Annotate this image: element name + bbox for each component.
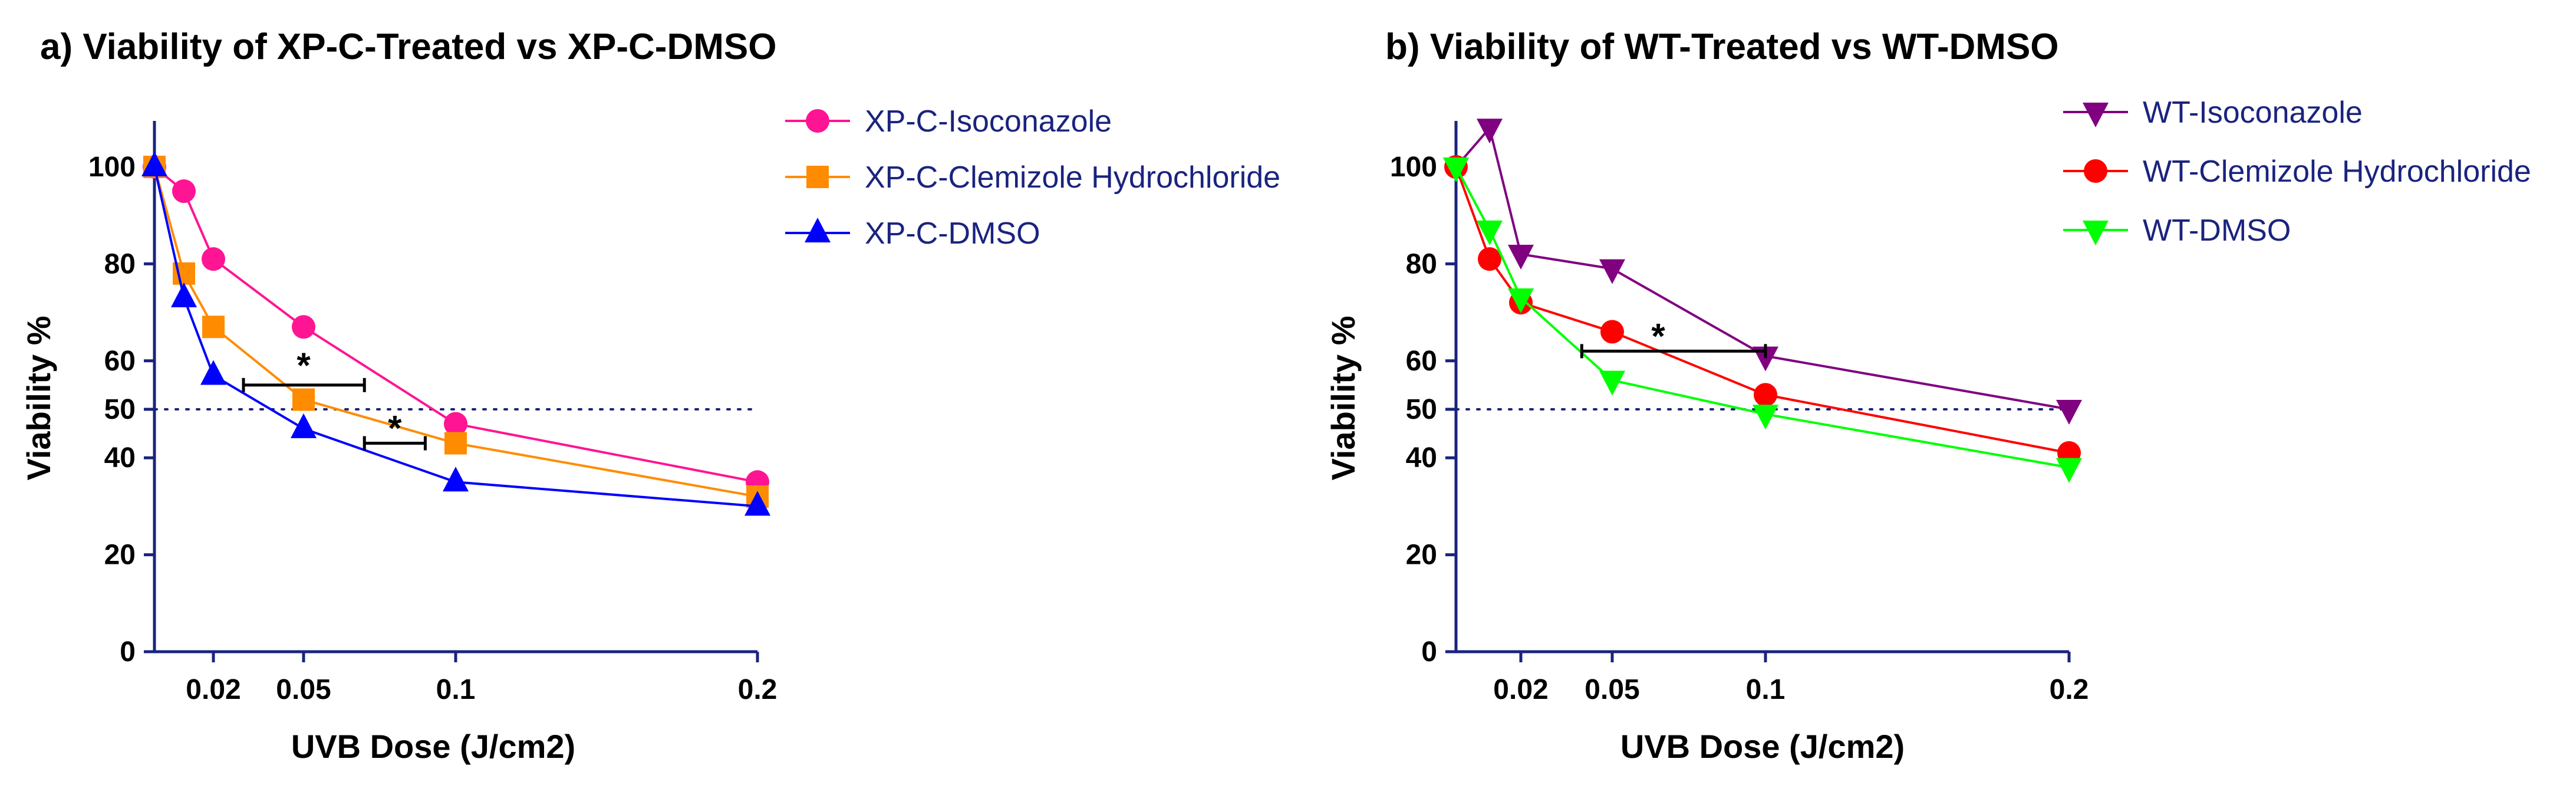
series-line-wt-isoconazole: [1455, 126, 2070, 410]
legend-label-wt-dmso: WT-DMSO: [2143, 214, 2291, 248]
data-point-xp-c-clemizole-hydrochloride-3: [292, 388, 315, 411]
legend-label-xp-c-dmso: XP-C-DMSO: [865, 216, 1040, 251]
panel-b: b) Viability of WT-Treated vs WT-DMSO 0 20…: [1325, 27, 2531, 765]
y-tick-label-a-20: 20: [104, 540, 136, 571]
x-tick-label-a-0-2: 0.2: [738, 674, 778, 705]
legend-marker-wt-isoconazole: [2083, 103, 2109, 127]
data-point-xp-c-dmso-0: [141, 152, 167, 176]
significance-star-a-1: *: [388, 409, 402, 448]
data-point-wt-isoconazole-2: [1508, 244, 1534, 270]
y-tick-label-b-60: 60: [1406, 346, 1437, 377]
x-tick-label-b-0-2: 0.2: [2050, 674, 2089, 705]
series-line-wt-dmso: [1455, 166, 2070, 469]
data-point-wt-clemizole-hydrochloride-3: [1600, 320, 1624, 344]
y-tick-label-a-100: 100: [88, 152, 136, 183]
legend-marker-wt-clemizole-hydrochloride: [2084, 159, 2107, 183]
y-tick-label-b-20: 20: [1406, 540, 1437, 571]
x-tick-label-b-0-1: 0.1: [1746, 674, 1786, 705]
data-point-wt-dmso-3: [1599, 370, 1625, 396]
data-point-wt-isoconazole-5: [2056, 400, 2082, 425]
data-point-wt-isoconazole-1: [1477, 119, 1503, 144]
data-point-xp-c-isoconazole-4: [444, 412, 467, 436]
legend-marker-wt-dmso: [2083, 221, 2109, 245]
data-point-wt-dmso-0: [1443, 157, 1469, 182]
data-point-wt-dmso-1: [1477, 220, 1503, 245]
data-point-xp-c-dmso-4: [443, 467, 469, 492]
data-point-xp-c-isoconazole-1: [172, 179, 196, 203]
chart-title-a: a) Viability of XP-C-Treated vs XP-C-DMS…: [40, 27, 776, 67]
data-point-xp-c-dmso-5: [745, 491, 770, 516]
legend-label-xp-c-isoconazole: XP-C-Isoconazole: [865, 104, 1112, 139]
y-tick-label-b-50: 50: [1406, 394, 1437, 425]
data-point-wt-clemizole-hydrochloride-4: [1754, 383, 1777, 407]
legend-marker-xp-c-clemizole-hydrochloride: [806, 166, 829, 188]
y-tick-label-a-60: 60: [104, 346, 136, 377]
y-tick-label-b-40: 40: [1406, 442, 1437, 474]
y-tick-label-b-80: 80: [1406, 248, 1437, 280]
y-axis-label-b: Viability %: [1325, 316, 1362, 480]
data-point-xp-c-dmso-3: [291, 413, 317, 438]
legend-marker-xp-c-dmso: [805, 218, 831, 242]
significance-star-b-0: *: [1651, 316, 1665, 356]
data-point-wt-dmso-4: [1753, 405, 1778, 430]
y-tick-label-a-50: 50: [104, 394, 136, 425]
series-line-xp-c-dmso: [153, 166, 758, 508]
y-tick-label-a-0: 0: [120, 636, 136, 668]
data-point-wt-isoconazole-3: [1599, 259, 1625, 284]
x-axis-label-a: UVB Dose (J/cm2): [291, 728, 575, 765]
legend-marker-xp-c-isoconazole: [806, 109, 829, 133]
x-tick-label-a-0-1: 0.1: [436, 674, 476, 705]
y-tick-label-a-40: 40: [104, 442, 136, 474]
data-point-xp-c-clemizole-hydrochloride-4: [444, 432, 467, 455]
series-line-xp-c-clemizole-hydrochloride: [153, 166, 758, 498]
x-axis-label-b: UVB Dose (J/cm2): [1620, 728, 1905, 765]
y-tick-label-b-0: 0: [1421, 636, 1437, 668]
chart-title-b: b) Viability of WT-Treated vs WT-DMSO: [1385, 27, 2059, 67]
x-tick-label-b-0-05: 0.05: [1585, 674, 1639, 705]
data-point-wt-dmso-2: [1508, 288, 1534, 313]
data-point-xp-c-dmso-1: [171, 282, 197, 307]
data-point-wt-clemizole-hydrochloride-1: [1478, 247, 1501, 271]
data-point-xp-c-isoconazole-2: [202, 247, 225, 271]
x-tick-label-a-0-05: 0.05: [276, 674, 331, 705]
panel-a: a) Viability of XP-C-Treated vs XP-C-DMS…: [20, 27, 1280, 765]
legend-label-wt-clemizole-hydrochloride: WT-Clemizole Hydrochloride: [2143, 155, 2531, 189]
legend-label-xp-c-clemizole-hydrochloride: XP-C-Clemizole Hydrochloride: [865, 160, 1280, 195]
y-tick-label-a-80: 80: [104, 248, 136, 280]
y-tick-label-b-100: 100: [1390, 152, 1437, 183]
series-line-wt-clemizole-hydrochloride: [1455, 166, 2070, 454]
y-axis-label-a: Viability %: [20, 316, 57, 480]
significance-star-a-0: *: [297, 346, 311, 385]
x-tick-label-b-0-02: 0.02: [1493, 674, 1548, 705]
x-tick-label-a-0-02: 0.02: [186, 674, 241, 705]
data-point-xp-c-clemizole-hydrochloride-2: [202, 316, 225, 339]
data-point-xp-c-isoconazole-3: [292, 315, 315, 339]
data-point-wt-dmso-5: [2056, 458, 2082, 483]
data-point-wt-isoconazole-4: [1753, 346, 1778, 372]
data-point-xp-c-dmso-2: [200, 360, 226, 385]
legend-label-wt-isoconazole: WT-Isoconazole: [2143, 96, 2363, 130]
